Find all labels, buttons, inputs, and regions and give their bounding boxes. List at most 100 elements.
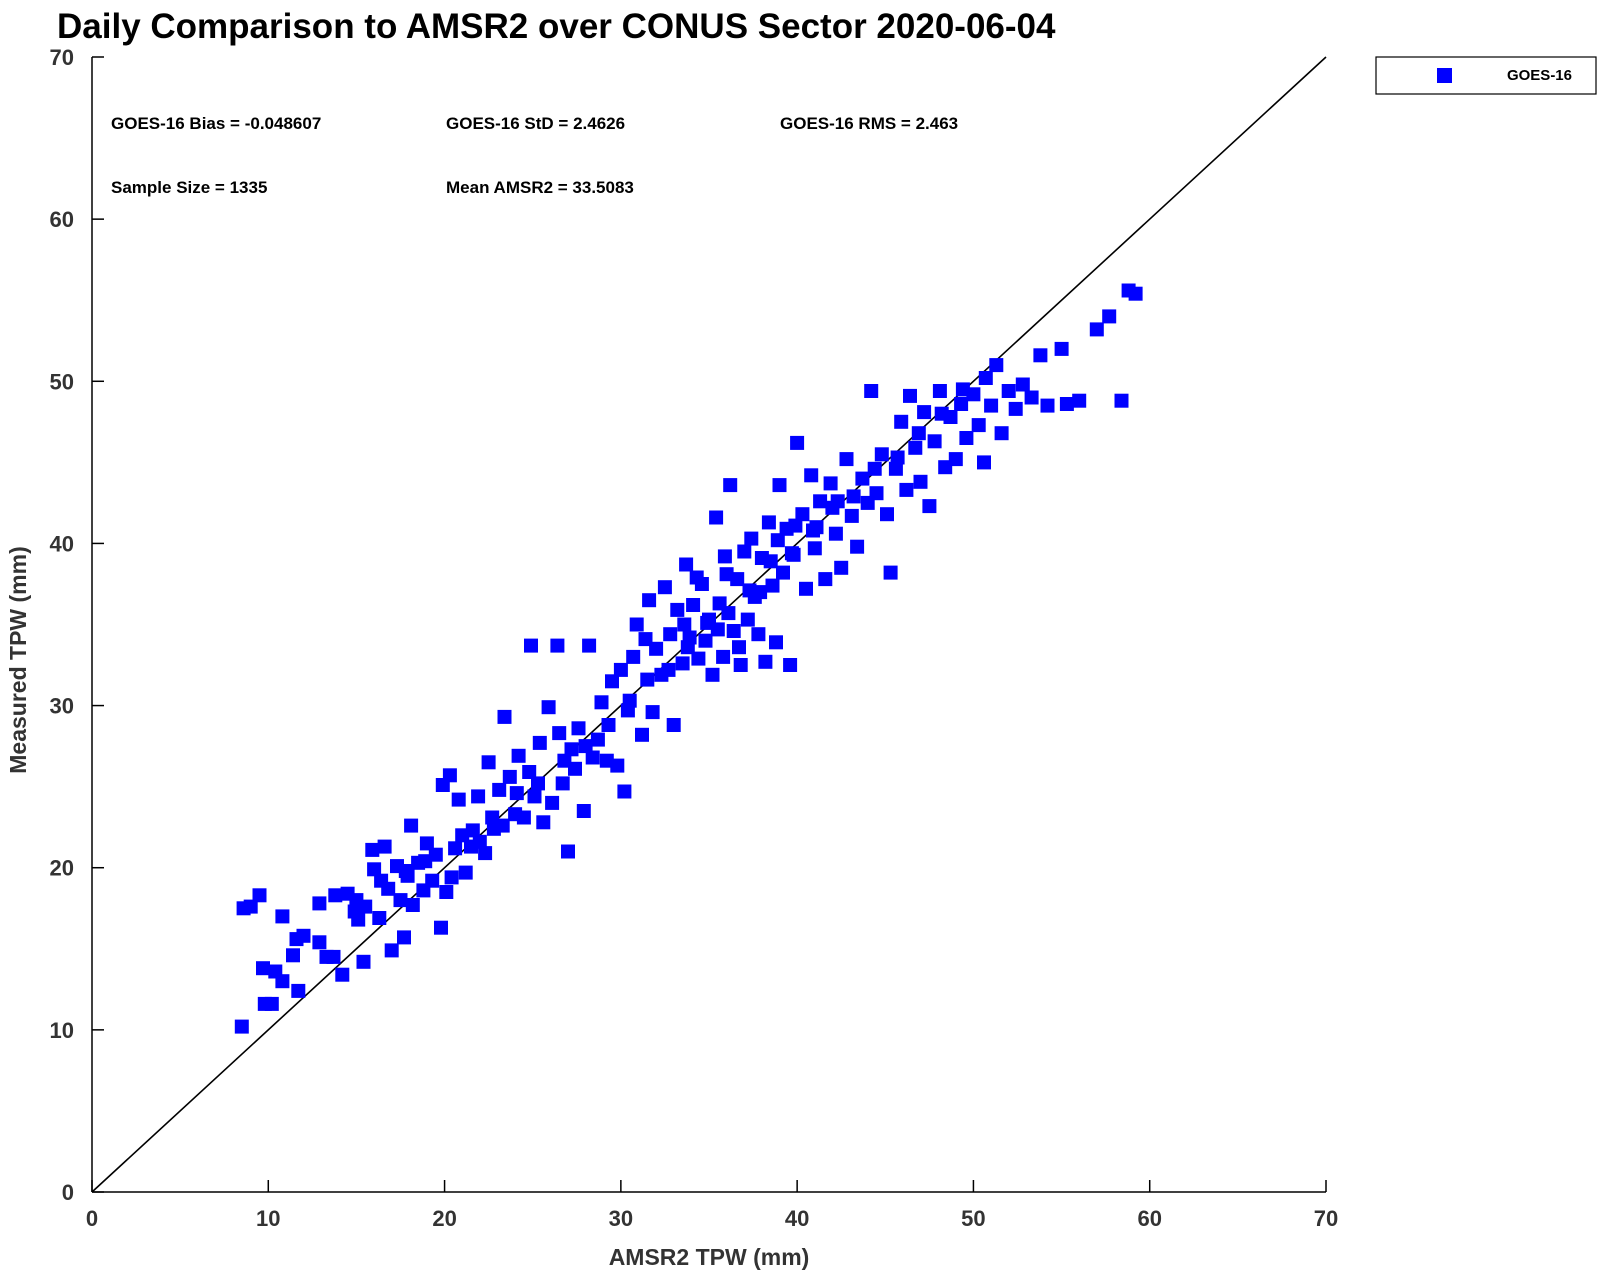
- data-point: [629, 617, 644, 632]
- data-point: [649, 641, 664, 656]
- data-point: [448, 841, 463, 856]
- data-point: [903, 388, 917, 403]
- legend-box: [1375, 56, 1597, 95]
- data-point: [328, 888, 343, 903]
- data-point: [721, 606, 736, 621]
- data-point: [620, 703, 635, 718]
- data-point: [582, 638, 597, 653]
- data-point: [243, 899, 258, 914]
- data-point: [610, 758, 625, 773]
- data-point: [869, 486, 884, 501]
- data-point: [511, 748, 526, 763]
- data-point: [557, 753, 572, 768]
- data-point: [959, 431, 974, 445]
- data-point: [552, 726, 567, 741]
- legend-entry-goes16: GOES-16: [1507, 67, 1572, 84]
- data-point: [770, 533, 785, 548]
- data-point: [541, 700, 556, 715]
- data-point: [661, 662, 676, 677]
- data-point: [351, 912, 366, 927]
- data-point: [737, 544, 752, 559]
- data-point: [807, 541, 822, 556]
- data-point: [594, 695, 609, 710]
- x-tick-label: 0: [86, 1206, 98, 1231]
- data-point: [1008, 401, 1023, 416]
- data-point: [834, 560, 849, 575]
- data-point: [917, 405, 932, 420]
- data-point: [753, 585, 768, 600]
- data-point: [719, 567, 734, 582]
- data-point: [716, 649, 731, 664]
- x-tick-label: 20: [432, 1206, 456, 1231]
- data-point: [1054, 341, 1069, 356]
- data-point: [509, 786, 524, 801]
- data-point: [717, 549, 732, 564]
- data-point: [913, 474, 928, 489]
- data-point: [675, 656, 690, 671]
- data-point: [726, 624, 741, 638]
- data-point: [733, 658, 748, 672]
- x-tick-label: 40: [785, 1206, 809, 1231]
- data-point: [404, 818, 419, 833]
- data-point: [927, 434, 942, 449]
- data-point: [527, 789, 542, 804]
- data-point: [1102, 309, 1117, 324]
- data-point: [405, 898, 420, 912]
- stat-std: GOES-16 StD = 2.4626: [446, 114, 625, 133]
- data-point: [1040, 398, 1055, 413]
- data-point: [418, 854, 433, 869]
- data-point: [442, 768, 457, 783]
- data-point: [555, 776, 570, 791]
- y-tick-label: 70: [50, 45, 74, 70]
- data-point: [890, 450, 905, 465]
- data-point: [458, 865, 473, 880]
- data-point: [286, 948, 300, 963]
- data-point: [374, 873, 389, 888]
- data-point: [601, 718, 616, 732]
- data-point: [846, 489, 861, 504]
- data-point: [839, 452, 854, 467]
- data-point: [932, 384, 947, 398]
- data-point: [372, 911, 387, 925]
- data-point: [481, 755, 496, 770]
- data-point: [617, 784, 632, 799]
- chart-title: Daily Comparison to AMSR2 over CONUS Sec…: [57, 7, 1056, 46]
- data-point: [531, 776, 545, 791]
- data-point: [275, 974, 290, 989]
- data-point: [312, 935, 327, 950]
- data-point: [679, 557, 694, 572]
- data-point: [642, 593, 657, 608]
- data-points: [234, 283, 1143, 1034]
- data-point: [955, 382, 970, 397]
- data-point: [758, 654, 773, 669]
- data-point: [984, 398, 999, 413]
- data-point: [571, 721, 586, 736]
- data-point: [1059, 397, 1074, 411]
- legend-marker: [1437, 68, 1452, 83]
- y-tick-label: 30: [50, 694, 74, 719]
- y-tick-label: 50: [50, 369, 74, 394]
- data-point: [776, 565, 790, 580]
- data-point: [296, 928, 311, 943]
- plot-area: 0 10 20 30 40 50 60 70 0 10 20 30 40 50 60 70: [50, 45, 1339, 1231]
- data-point: [994, 426, 1009, 441]
- data-point: [464, 839, 478, 854]
- data-point: [465, 823, 480, 838]
- data-point: [830, 494, 845, 509]
- data-point: [564, 742, 579, 757]
- data-point: [585, 750, 600, 765]
- data-point: [264, 996, 279, 1011]
- data-point: [894, 414, 909, 429]
- y-axis-label: Measured TPW (mm): [5, 546, 31, 773]
- data-point: [486, 821, 501, 836]
- data-point: [545, 795, 560, 810]
- data-point: [451, 792, 466, 807]
- data-point: [818, 572, 833, 587]
- data-point: [256, 961, 270, 976]
- data-point: [742, 583, 757, 598]
- data-point: [874, 447, 889, 462]
- data-point: [516, 810, 531, 825]
- y-tick-label: 60: [50, 207, 74, 232]
- data-point: [640, 672, 655, 687]
